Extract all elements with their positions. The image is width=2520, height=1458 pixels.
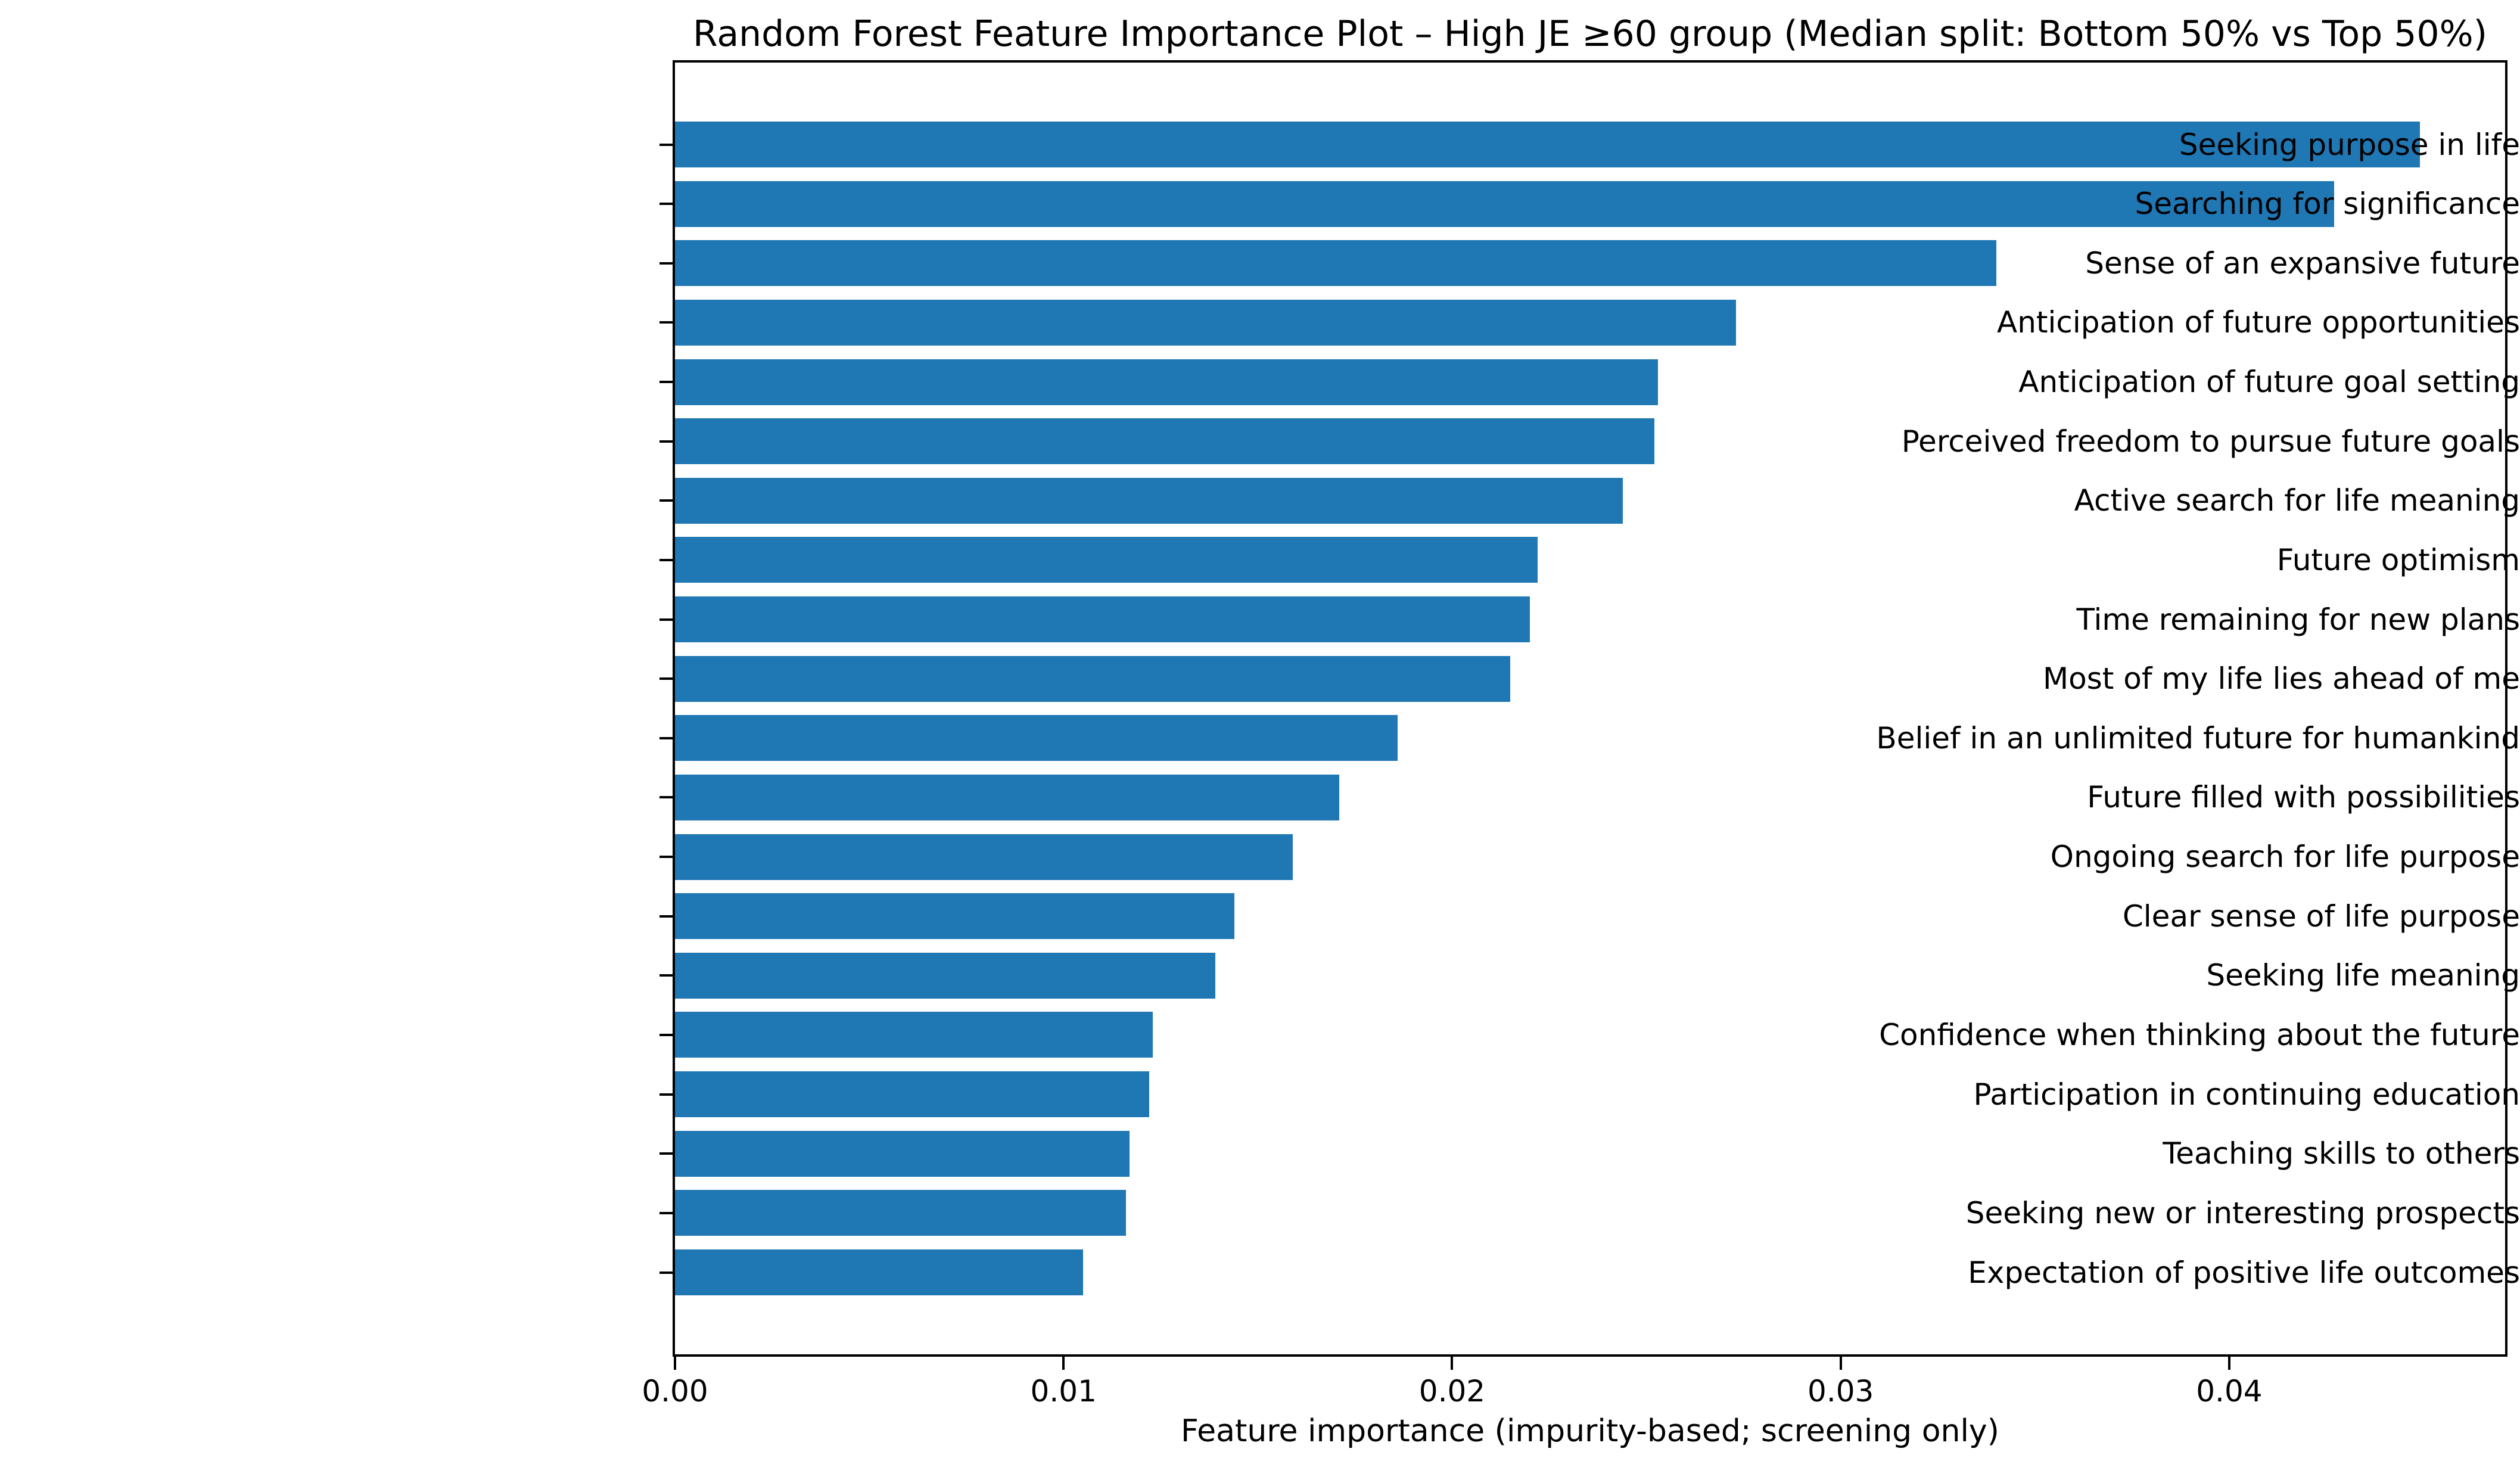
y-tick-mark: [659, 381, 673, 384]
bar: [675, 537, 1538, 583]
bar: [675, 893, 1235, 940]
bar: [675, 1130, 1130, 1177]
y-tick-label: Belief in an unlimited future for humank…: [1876, 720, 2520, 756]
bar: [675, 834, 1293, 880]
bar: [675, 655, 1511, 702]
y-tick-label: Expectation of positive life outcomes: [1968, 1255, 2520, 1290]
y-tick-mark: [659, 1211, 673, 1214]
y-tick-mark: [659, 203, 673, 206]
y-tick-label: Seeking life meaning: [2206, 958, 2520, 993]
y-tick-label: Confidence when thinking about the futur…: [1879, 1017, 2520, 1052]
bar: [675, 240, 1996, 287]
x-tick-label: 0.00: [642, 1374, 708, 1409]
y-tick-mark: [659, 974, 673, 977]
y-tick-mark: [659, 1271, 673, 1274]
y-tick-label: Active search for life meaning: [2074, 483, 2520, 518]
x-tick-mark: [674, 1357, 676, 1370]
bar: [675, 952, 1215, 999]
y-tick-mark: [659, 1093, 673, 1096]
x-tick-mark: [1839, 1357, 1842, 1370]
y-tick-label: Searching for significance: [2135, 186, 2520, 222]
x-tick-mark: [1451, 1357, 1454, 1370]
x-tick-label: 0.04: [2196, 1374, 2263, 1409]
x-axis-label: Feature importance (impurity-based; scre…: [1181, 1413, 1999, 1449]
y-tick-mark: [659, 915, 673, 918]
y-tick-label: Future filled with possibilities: [2087, 780, 2520, 815]
y-tick-label: Most of my life lies ahead of me: [2042, 661, 2520, 697]
bar: [675, 1012, 1153, 1058]
y-tick-mark: [659, 440, 673, 443]
y-tick-mark: [659, 677, 673, 680]
bar: [675, 1071, 1149, 1118]
x-tick-mark: [2227, 1357, 2230, 1370]
bar: [675, 299, 1736, 346]
y-tick-mark: [659, 856, 673, 859]
y-tick-label: Clear sense of life purpose: [2122, 899, 2520, 934]
y-tick-mark: [659, 262, 673, 265]
chart-title: Random Forest Feature Importance Plot – …: [692, 13, 2487, 55]
y-tick-label: Ongoing search for life purpose: [2050, 840, 2520, 875]
bar: [675, 596, 1530, 643]
y-tick-mark: [659, 736, 673, 739]
y-tick-mark: [659, 143, 673, 146]
y-tick-label: Anticipation of future goal setting: [2018, 365, 2520, 400]
y-tick-label: Participation in continuing education: [1973, 1077, 2520, 1112]
y-tick-label: Sense of an expansive future: [2085, 245, 2520, 281]
bar: [675, 715, 1398, 761]
x-tick-label: 0.03: [1807, 1374, 1874, 1409]
y-tick-mark: [659, 618, 673, 621]
bar: [675, 181, 2335, 227]
y-tick-mark: [659, 796, 673, 799]
y-tick-label: Anticipation of future opportunities: [1996, 305, 2520, 340]
bar: [675, 774, 1340, 820]
bar: [675, 477, 1623, 524]
y-tick-mark: [659, 1033, 673, 1036]
bar: [675, 418, 1654, 465]
y-tick-label: Perceived freedom to pursue future goals: [1901, 424, 2520, 459]
x-tick-label: 0.02: [1418, 1374, 1486, 1409]
y-tick-label: Teaching skills to others: [2163, 1136, 2520, 1171]
y-tick-mark: [659, 321, 673, 324]
bar: [675, 1249, 1083, 1295]
y-tick-mark: [659, 499, 673, 502]
plot-area: [673, 60, 2507, 1357]
bar: [675, 359, 1659, 405]
x-tick-label: 0.01: [1030, 1374, 1097, 1409]
y-tick-label: Seeking purpose in life: [2179, 127, 2520, 162]
bar: [675, 122, 2420, 167]
y-tick-label: Seeking new or interesting prospects: [1965, 1195, 2520, 1230]
bar: [675, 1190, 1126, 1236]
x-tick-mark: [1062, 1357, 1065, 1370]
y-tick-label: Future optimism: [2276, 542, 2520, 577]
y-tick-mark: [659, 558, 673, 561]
y-tick-label: Time remaining for new plans: [2076, 602, 2520, 637]
y-tick-mark: [659, 1152, 673, 1155]
